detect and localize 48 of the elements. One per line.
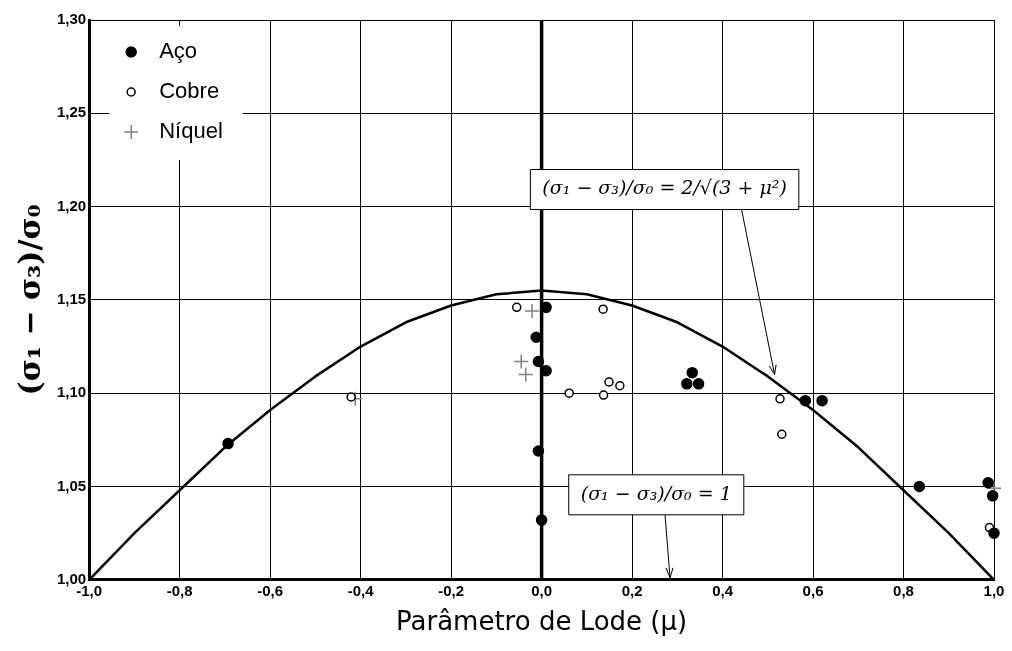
point: [775, 394, 785, 404]
point: [615, 380, 625, 391]
point: [564, 388, 574, 398]
point: [511, 302, 522, 313]
x-tick-label: 0,0: [531, 581, 553, 599]
y-tick-label: 1,25: [56, 103, 87, 121]
point: [986, 490, 999, 502]
x-tick-label: 0,4: [712, 581, 734, 599]
x-tick-label: -0,8: [166, 581, 193, 599]
point: [598, 390, 609, 400]
point: [681, 378, 693, 390]
point: [598, 304, 608, 314]
legend-label: Cobre: [159, 78, 220, 104]
y-tick-label: 1,05: [56, 476, 87, 494]
point: [982, 477, 994, 489]
point: [913, 480, 926, 493]
x-tick-label: 0,2: [621, 581, 643, 599]
y-tick-label: 1,20: [56, 196, 87, 214]
legend-label: Níquel: [159, 118, 223, 144]
point: [777, 429, 787, 439]
x-tick-label: -0,6: [257, 581, 284, 599]
point: [532, 355, 545, 368]
point: [988, 527, 1000, 539]
legend-label: Aço: [159, 38, 198, 64]
point: [692, 378, 705, 390]
point: [524, 303, 540, 319]
x-tick-label: -0,4: [347, 581, 375, 599]
point: [532, 445, 545, 457]
y-axis-title: (σ₁ − σ₃)/σ₀: [11, 204, 47, 396]
y-tick-label: 1,15: [56, 290, 87, 308]
point: [222, 437, 234, 450]
point: [799, 394, 812, 407]
y-tick-label: 1,30: [56, 10, 87, 28]
x-tick-label: -0,2: [438, 581, 465, 599]
x-tick-label: 0,8: [893, 581, 914, 599]
x-tick-label: 1,0: [983, 581, 1005, 599]
y-tick-label: 1,10: [56, 383, 87, 401]
point: [686, 366, 698, 379]
x-tick-label: 0,6: [802, 581, 824, 599]
point: [513, 353, 529, 370]
annotation: (σ₁ − σ₃)/σ₀ = 2/√(3 + μ²): [542, 176, 787, 199]
annotation: (σ₁ − σ₃)/σ₀ = 1: [580, 481, 732, 504]
point: [816, 394, 828, 407]
point: [535, 514, 548, 526]
x-axis-title: Parâmetro de Lode (μ): [396, 606, 688, 637]
point: [604, 377, 614, 387]
point: [518, 366, 534, 383]
point: [346, 392, 356, 402]
